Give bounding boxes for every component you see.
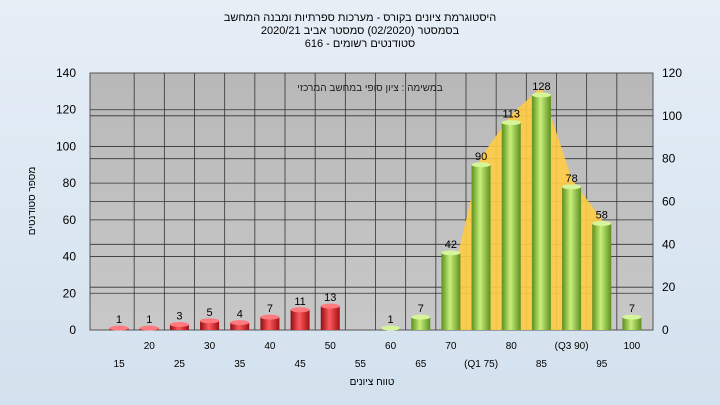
bar bbox=[562, 186, 582, 330]
y-tick-label: 60 bbox=[63, 213, 77, 227]
bar-value-label: 7 bbox=[418, 303, 424, 315]
chart-title-line-1: היסטוגרמת ציונים בקורס - מערכות ספרתיות … bbox=[223, 12, 497, 24]
bar bbox=[320, 306, 340, 330]
bar-value-label: 58 bbox=[596, 210, 608, 222]
x-tick-label: 100 bbox=[624, 341, 641, 352]
x-tick-label: 60 bbox=[385, 341, 397, 352]
right-y-tick-label: 0 bbox=[662, 323, 669, 337]
bar bbox=[501, 122, 521, 330]
bar-cap bbox=[411, 314, 431, 320]
bar-cap bbox=[441, 250, 461, 256]
bar bbox=[200, 320, 220, 330]
bar-value-label: 78 bbox=[565, 173, 577, 185]
bar-value-label: 4 bbox=[237, 309, 243, 321]
bar bbox=[411, 317, 431, 330]
bar bbox=[622, 317, 642, 330]
bar-cap bbox=[471, 162, 491, 168]
bar-cap bbox=[290, 307, 310, 313]
bar-cap bbox=[381, 325, 401, 331]
x-tick-label: 35 bbox=[234, 359, 246, 370]
bar-cap bbox=[260, 314, 280, 320]
x-tick-label: (Q3 90) bbox=[555, 341, 589, 352]
right-y-tick-label: 40 bbox=[662, 237, 676, 251]
x-tick-label: 70 bbox=[445, 341, 457, 352]
bar-cap bbox=[531, 92, 551, 98]
bar-cap bbox=[109, 325, 129, 331]
x-tick-label: (Q1 75) bbox=[464, 359, 498, 370]
bar-cap bbox=[139, 325, 159, 331]
bar-cap bbox=[320, 303, 340, 309]
x-tick-label: 95 bbox=[596, 359, 608, 370]
bar-value-label: 1 bbox=[146, 314, 152, 326]
y-tick-label: 80 bbox=[63, 176, 77, 190]
y-axis-label: מספר סטודנטים bbox=[27, 167, 38, 236]
inner-label: במשימה : ציון סופי במחשב המרכזי bbox=[297, 83, 442, 94]
bar bbox=[441, 252, 461, 330]
bar bbox=[230, 322, 250, 330]
bar-cap bbox=[200, 318, 220, 324]
bar bbox=[531, 95, 551, 331]
bar-cap bbox=[169, 321, 189, 327]
bar-value-label: 42 bbox=[445, 239, 457, 251]
bar-cap bbox=[622, 314, 642, 320]
chart-title-line-3: סטודנטים רשומים - 616 bbox=[304, 38, 416, 50]
right-y-tick-label: 80 bbox=[662, 152, 676, 166]
right-y-tick-label: 60 bbox=[662, 195, 676, 209]
x-tick-label: 65 bbox=[415, 359, 427, 370]
x-tick-label: 85 bbox=[536, 359, 548, 370]
bar-value-label: 90 bbox=[475, 151, 487, 163]
chart-title-line-2: בסמסטר (02/2020) סמסטר אביב 2020/21 bbox=[260, 25, 460, 37]
x-tick-label: 80 bbox=[506, 341, 518, 352]
right-y-tick-label: 20 bbox=[662, 280, 676, 294]
bar-value-label: 1 bbox=[116, 314, 122, 326]
bar-value-label: 1 bbox=[388, 314, 394, 326]
x-tick-label: 20 bbox=[144, 341, 156, 352]
x-axis-label: טווח ציונים bbox=[350, 377, 395, 388]
x-tick-label: 40 bbox=[264, 341, 276, 352]
bar-value-label: 7 bbox=[267, 303, 273, 315]
bar-value-label: 13 bbox=[324, 292, 336, 304]
bar-value-label: 5 bbox=[207, 307, 213, 319]
y-tick-label: 20 bbox=[63, 286, 77, 300]
x-tick-label: 25 bbox=[174, 359, 186, 370]
y-tick-label: 100 bbox=[56, 139, 76, 153]
x-tick-label: 15 bbox=[114, 359, 126, 370]
bar-value-label: 11 bbox=[294, 296, 305, 308]
y-tick-label: 40 bbox=[63, 250, 77, 264]
y-tick-label: 120 bbox=[56, 103, 76, 117]
bar bbox=[290, 309, 310, 330]
x-tick-label: 50 bbox=[325, 341, 337, 352]
bar-cap bbox=[592, 221, 612, 227]
x-tick-label: 45 bbox=[295, 359, 307, 370]
bar bbox=[260, 317, 280, 330]
bar-cap bbox=[230, 320, 250, 326]
bar-value-label: 3 bbox=[176, 310, 182, 322]
bar bbox=[592, 223, 612, 330]
y-tick-label: 140 bbox=[56, 66, 76, 80]
bar-value-label: 128 bbox=[532, 81, 550, 93]
bar-value-label: 7 bbox=[629, 303, 635, 315]
bar bbox=[169, 324, 189, 330]
right-y-tick-label: 120 bbox=[662, 66, 682, 80]
bar-cap bbox=[562, 184, 582, 190]
x-tick-label: 55 bbox=[355, 359, 367, 370]
bar-value-label: 113 bbox=[502, 109, 520, 121]
bar-cap bbox=[501, 120, 521, 126]
bar bbox=[471, 164, 491, 330]
y-tick-label: 0 bbox=[69, 323, 76, 337]
x-tick-label: 30 bbox=[204, 341, 216, 352]
right-y-tick-label: 100 bbox=[662, 109, 682, 123]
